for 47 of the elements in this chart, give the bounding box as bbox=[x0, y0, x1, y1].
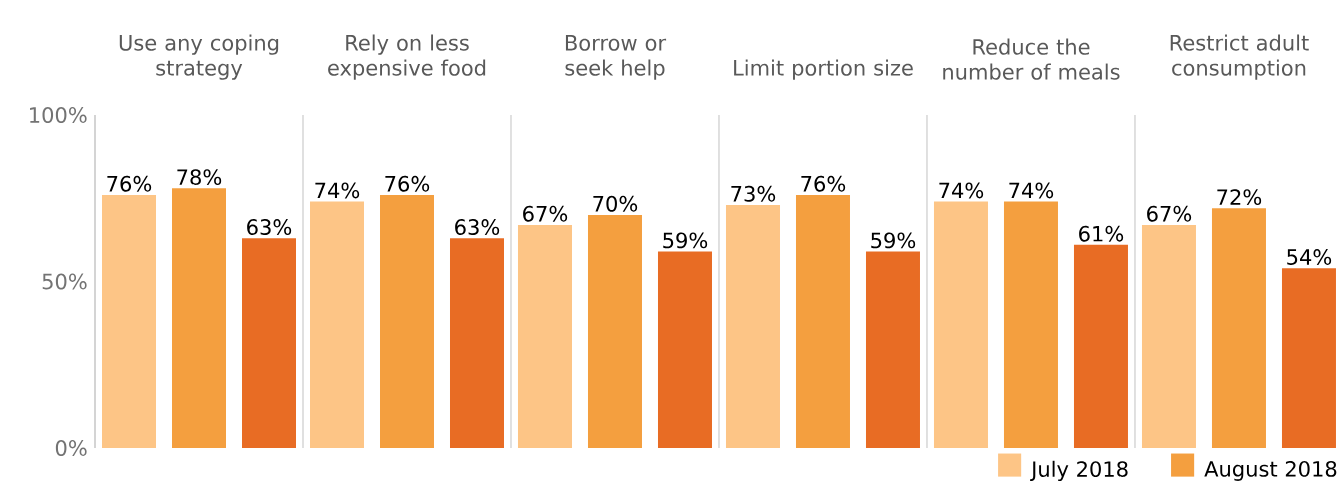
y-tick-label: 50% bbox=[42, 273, 87, 290]
bar bbox=[450, 238, 504, 448]
y-tick-label: 100% bbox=[30, 107, 87, 123]
bar bbox=[517, 224, 572, 448]
data-label: 74% bbox=[315, 182, 360, 199]
x-tick-label: Use any coping strategy bbox=[119, 34, 279, 80]
data-label: 59% bbox=[871, 232, 916, 249]
data-label: 76% bbox=[385, 175, 430, 192]
bar bbox=[310, 201, 364, 448]
data-label: 78% bbox=[177, 169, 222, 186]
legend-label: August 2018 bbox=[1204, 460, 1337, 481]
data-label: 63% bbox=[247, 219, 292, 236]
bar bbox=[102, 194, 156, 448]
data-label: 59% bbox=[663, 232, 708, 249]
data-label: 74% bbox=[939, 182, 984, 199]
data-label: 61% bbox=[1079, 225, 1124, 242]
bar bbox=[657, 251, 712, 448]
bar bbox=[725, 204, 780, 448]
data-label: 54% bbox=[1287, 249, 1332, 265]
y-tick-label: 0% bbox=[55, 440, 87, 456]
data-label: 74% bbox=[1009, 182, 1054, 199]
data-label: 72% bbox=[1217, 189, 1262, 206]
bar bbox=[1211, 208, 1266, 448]
bar bbox=[1003, 201, 1058, 448]
bar bbox=[933, 201, 988, 448]
data-label: 73% bbox=[731, 185, 776, 202]
x-tick-label: Rely on less expensive food bbox=[328, 34, 486, 80]
data-label: 70% bbox=[593, 195, 638, 212]
bar bbox=[380, 194, 434, 448]
bar bbox=[587, 214, 642, 448]
bar bbox=[865, 251, 920, 448]
data-label: 67% bbox=[1147, 205, 1192, 222]
x-tick-label: Restrict adult consumption bbox=[1170, 34, 1309, 80]
legend-label: July 2018 bbox=[1030, 460, 1128, 482]
x-tick-label: Reduce the number of meals bbox=[943, 38, 1120, 80]
data-label: 67% bbox=[523, 205, 568, 222]
bar bbox=[1073, 244, 1128, 448]
bar bbox=[1141, 224, 1196, 448]
bar bbox=[172, 188, 226, 448]
bar bbox=[1281, 268, 1336, 448]
data-label: 76% bbox=[107, 175, 152, 192]
data-label: 76% bbox=[801, 175, 846, 192]
x-tick-label: Borrow or seek help bbox=[565, 35, 667, 80]
bar bbox=[242, 238, 296, 448]
x-tick-label: Limit portion size bbox=[734, 59, 913, 80]
bar bbox=[795, 194, 850, 448]
data-label: 63% bbox=[455, 219, 500, 236]
